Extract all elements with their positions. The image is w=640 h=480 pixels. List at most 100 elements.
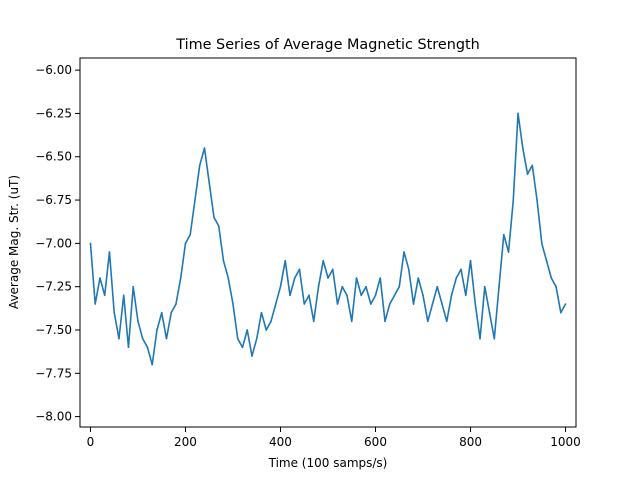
y-axis-label: Average Mag. Str. (uT) xyxy=(7,175,21,309)
axes-frame xyxy=(79,57,577,428)
data-point xyxy=(127,346,130,349)
y-axis: −6.00 −6.25 −6.50 −6.75 −7.00 −7.25 −7.50 −7.75… xyxy=(35,63,80,424)
data-point xyxy=(564,303,567,305)
data-point xyxy=(331,268,334,271)
data-point xyxy=(99,277,101,279)
data-point xyxy=(346,294,348,297)
data-point xyxy=(241,346,244,349)
chart-title: Time Series of Average Magnetic Strength xyxy=(175,37,479,53)
data-point xyxy=(469,259,472,262)
data-point xyxy=(488,311,491,314)
y-tick-label: −7.00 xyxy=(35,236,72,250)
y-tick-label: −8.00 xyxy=(35,410,72,424)
data-point xyxy=(417,277,420,279)
data-point xyxy=(160,311,163,314)
x-tick-label: 800 xyxy=(459,435,482,449)
data-point xyxy=(113,311,116,314)
y-tick-label: −7.75 xyxy=(35,366,72,380)
data-point xyxy=(398,285,401,288)
data-point xyxy=(483,285,486,288)
data-point xyxy=(379,277,382,279)
data-point xyxy=(327,277,329,279)
data-point xyxy=(108,251,111,253)
data-point xyxy=(194,199,196,201)
data-point xyxy=(189,233,192,236)
data-point xyxy=(355,277,358,279)
data-point xyxy=(341,285,344,288)
data-point xyxy=(213,216,215,219)
y-tick-label: −7.50 xyxy=(35,323,72,337)
data-point xyxy=(388,303,391,305)
data-point xyxy=(141,337,144,340)
data-point xyxy=(270,320,272,323)
data-point xyxy=(132,285,135,288)
data-point xyxy=(255,337,258,340)
data-point xyxy=(260,311,263,314)
data-point xyxy=(365,285,367,288)
data-point xyxy=(336,303,339,305)
data-point xyxy=(236,337,239,340)
data-point xyxy=(360,294,363,297)
data-point xyxy=(498,285,500,288)
data-point xyxy=(545,259,548,262)
data-point xyxy=(507,251,510,253)
data-point xyxy=(407,268,410,271)
data-point xyxy=(284,259,287,262)
data-point xyxy=(526,173,529,175)
data-point xyxy=(251,355,253,357)
data-point xyxy=(550,277,553,279)
data-point xyxy=(265,329,268,331)
data-point xyxy=(217,225,220,227)
x-tick-label: 1000 xyxy=(550,435,581,449)
data-point xyxy=(436,285,439,288)
data-point xyxy=(460,268,462,271)
data-point xyxy=(317,285,320,288)
x-tick-label: 200 xyxy=(174,435,197,449)
data-point xyxy=(298,268,301,271)
data-point xyxy=(374,294,377,297)
data-point xyxy=(156,329,158,331)
x-tick-label: 600 xyxy=(364,435,387,449)
data-point xyxy=(431,303,434,305)
data-point xyxy=(146,346,149,349)
x-tick-label: 0 xyxy=(87,435,95,449)
y-tick-label: −6.25 xyxy=(35,106,72,120)
data-point xyxy=(531,164,534,167)
y-tick-label: −6.75 xyxy=(35,193,72,207)
data-point xyxy=(369,303,372,305)
data-point xyxy=(517,112,519,115)
data-point xyxy=(222,259,225,262)
data-point xyxy=(450,294,453,297)
plot-area xyxy=(89,112,567,366)
data-point xyxy=(151,363,154,366)
data-point xyxy=(89,242,92,245)
data-point xyxy=(445,320,448,323)
data-point xyxy=(274,303,277,305)
data-point xyxy=(179,277,182,279)
data-point xyxy=(474,303,477,305)
data-point xyxy=(464,294,467,297)
data-point xyxy=(94,303,97,305)
data-point xyxy=(279,285,282,288)
data-point xyxy=(208,181,211,184)
data-point xyxy=(184,242,187,245)
data-point xyxy=(165,337,168,340)
x-tick-label: 400 xyxy=(269,435,292,449)
data-point xyxy=(502,233,505,236)
data-point xyxy=(170,311,173,314)
x-axis: 0 200 400 600 800 1000 xyxy=(87,427,581,449)
data-point xyxy=(403,251,405,253)
data-point xyxy=(322,259,325,262)
data-point xyxy=(137,320,139,323)
data-point xyxy=(227,277,230,279)
data-point xyxy=(289,294,291,297)
data-point xyxy=(384,320,386,323)
data-point xyxy=(540,242,543,245)
data-point xyxy=(521,147,524,149)
data-point xyxy=(198,164,201,167)
data-point xyxy=(312,320,315,323)
data-point xyxy=(555,285,557,288)
data-point xyxy=(122,294,125,297)
y-tick-label: −7.25 xyxy=(35,280,72,294)
